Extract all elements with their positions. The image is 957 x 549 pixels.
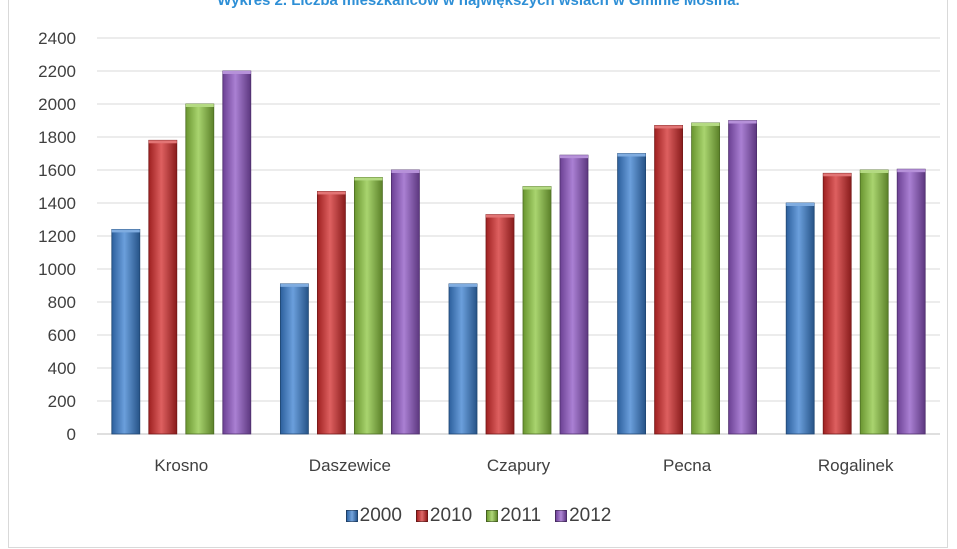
- bar-2000-pecna: [617, 153, 646, 435]
- bar-top-2000-rogalinek: [786, 203, 815, 206]
- bar-top-2000-pecna: [617, 153, 646, 157]
- bar-top-2011-krosno: [185, 104, 214, 107]
- y-tick-label: 800: [48, 293, 76, 312]
- y-tick-label: 1200: [38, 227, 76, 246]
- legend-label: 2012: [569, 505, 612, 526]
- y-tick-label: 1600: [38, 161, 76, 180]
- bar-2011-czapury: [522, 186, 552, 435]
- y-tick-label: 2000: [38, 95, 76, 114]
- bar-2012-krosno: [222, 70, 252, 435]
- legend-swatch: [415, 510, 428, 522]
- y-tick-label: 2200: [38, 62, 76, 81]
- bar-top-2010-daszewice: [317, 191, 346, 195]
- bar-top-2011-czapury: [523, 186, 551, 190]
- bar-top-2012-pecna: [728, 120, 757, 124]
- y-tick-label: 1800: [38, 128, 76, 147]
- bar-top-2012-daszewice: [391, 170, 420, 173]
- bar-top-2000-czapury: [449, 283, 477, 287]
- y-tick-label: 0: [67, 425, 76, 444]
- y-tick-label: 1400: [38, 194, 76, 213]
- legend-label: 2011: [500, 505, 542, 526]
- bar-2011-rogalinek: [859, 169, 889, 435]
- x-category-label: Krosno: [154, 456, 208, 475]
- y-tick-label: 600: [48, 326, 76, 345]
- bar-top-2012-czapury: [560, 155, 588, 159]
- bar-top-2000-daszewice: [280, 283, 309, 287]
- legend-swatch: [486, 510, 499, 522]
- bar-2000-krosno: [111, 228, 141, 435]
- bar-2000-rogalinek: [785, 202, 815, 435]
- y-tick-label: 400: [48, 359, 76, 378]
- bar-2010-pecna: [654, 125, 683, 435]
- bar-top-2010-czapury: [486, 214, 514, 218]
- bar-top-2010-pecna: [654, 125, 683, 129]
- y-tick-label: 1000: [38, 260, 76, 279]
- bar-2000-daszewice: [279, 283, 309, 435]
- bar-2011-daszewice: [353, 177, 383, 435]
- legend-swatch: [345, 510, 358, 522]
- legend-item-2012: 2012: [555, 505, 611, 527]
- x-category-label: Pecna: [663, 456, 712, 475]
- bar-top-2010-krosno: [148, 140, 177, 144]
- bar-2011-pecna: [691, 122, 720, 435]
- chart-legend: 2000 2010 2011 2012: [0, 505, 957, 527]
- bar-2010-daszewice: [316, 191, 346, 435]
- legend-item-2011: 2011: [486, 505, 541, 527]
- bar-top-2010-rogalinek: [823, 173, 852, 177]
- bar-top-2012-krosno: [222, 71, 251, 74]
- legend-item-2000: 2000: [345, 505, 402, 527]
- bar-2011-krosno: [185, 103, 215, 435]
- legend-label: 2010: [429, 505, 473, 526]
- x-category-label: Rogalinek: [818, 456, 894, 475]
- x-category-label: Daszewice: [309, 456, 391, 475]
- y-tick-label: 2400: [38, 29, 76, 48]
- bar-2010-rogalinek: [822, 172, 852, 435]
- legend-label: 2000: [359, 505, 402, 526]
- legend-item-2010: 2010: [415, 505, 473, 527]
- x-category-label: Czapury: [487, 456, 551, 475]
- bar-2000-czapury: [448, 283, 478, 435]
- bar-2012-pecna: [728, 120, 757, 435]
- bar-chart: 0 200 400 600 800 1000 1200 1400 1600 1800 2000 220…: [38, 29, 940, 475]
- bar-top-2000-krosno: [111, 229, 140, 233]
- bar-top-2011-daszewice: [354, 177, 383, 181]
- bar-2010-czapury: [485, 214, 515, 435]
- y-tick-label: 200: [48, 392, 76, 411]
- bar-2010-krosno: [148, 139, 178, 435]
- legend-swatch: [555, 510, 568, 522]
- bar-top-2011-rogalinek: [860, 170, 889, 173]
- bar-2012-rogalinek: [896, 168, 926, 435]
- bar-2012-daszewice: [390, 169, 420, 435]
- bar-2012-czapury: [559, 154, 589, 435]
- bar-top-2011-pecna: [691, 122, 720, 126]
- bar-top-2012-rogalinek: [897, 169, 926, 173]
- chart-title: Wykres 2. Liczba mieszkańców w największ…: [217, 0, 740, 9]
